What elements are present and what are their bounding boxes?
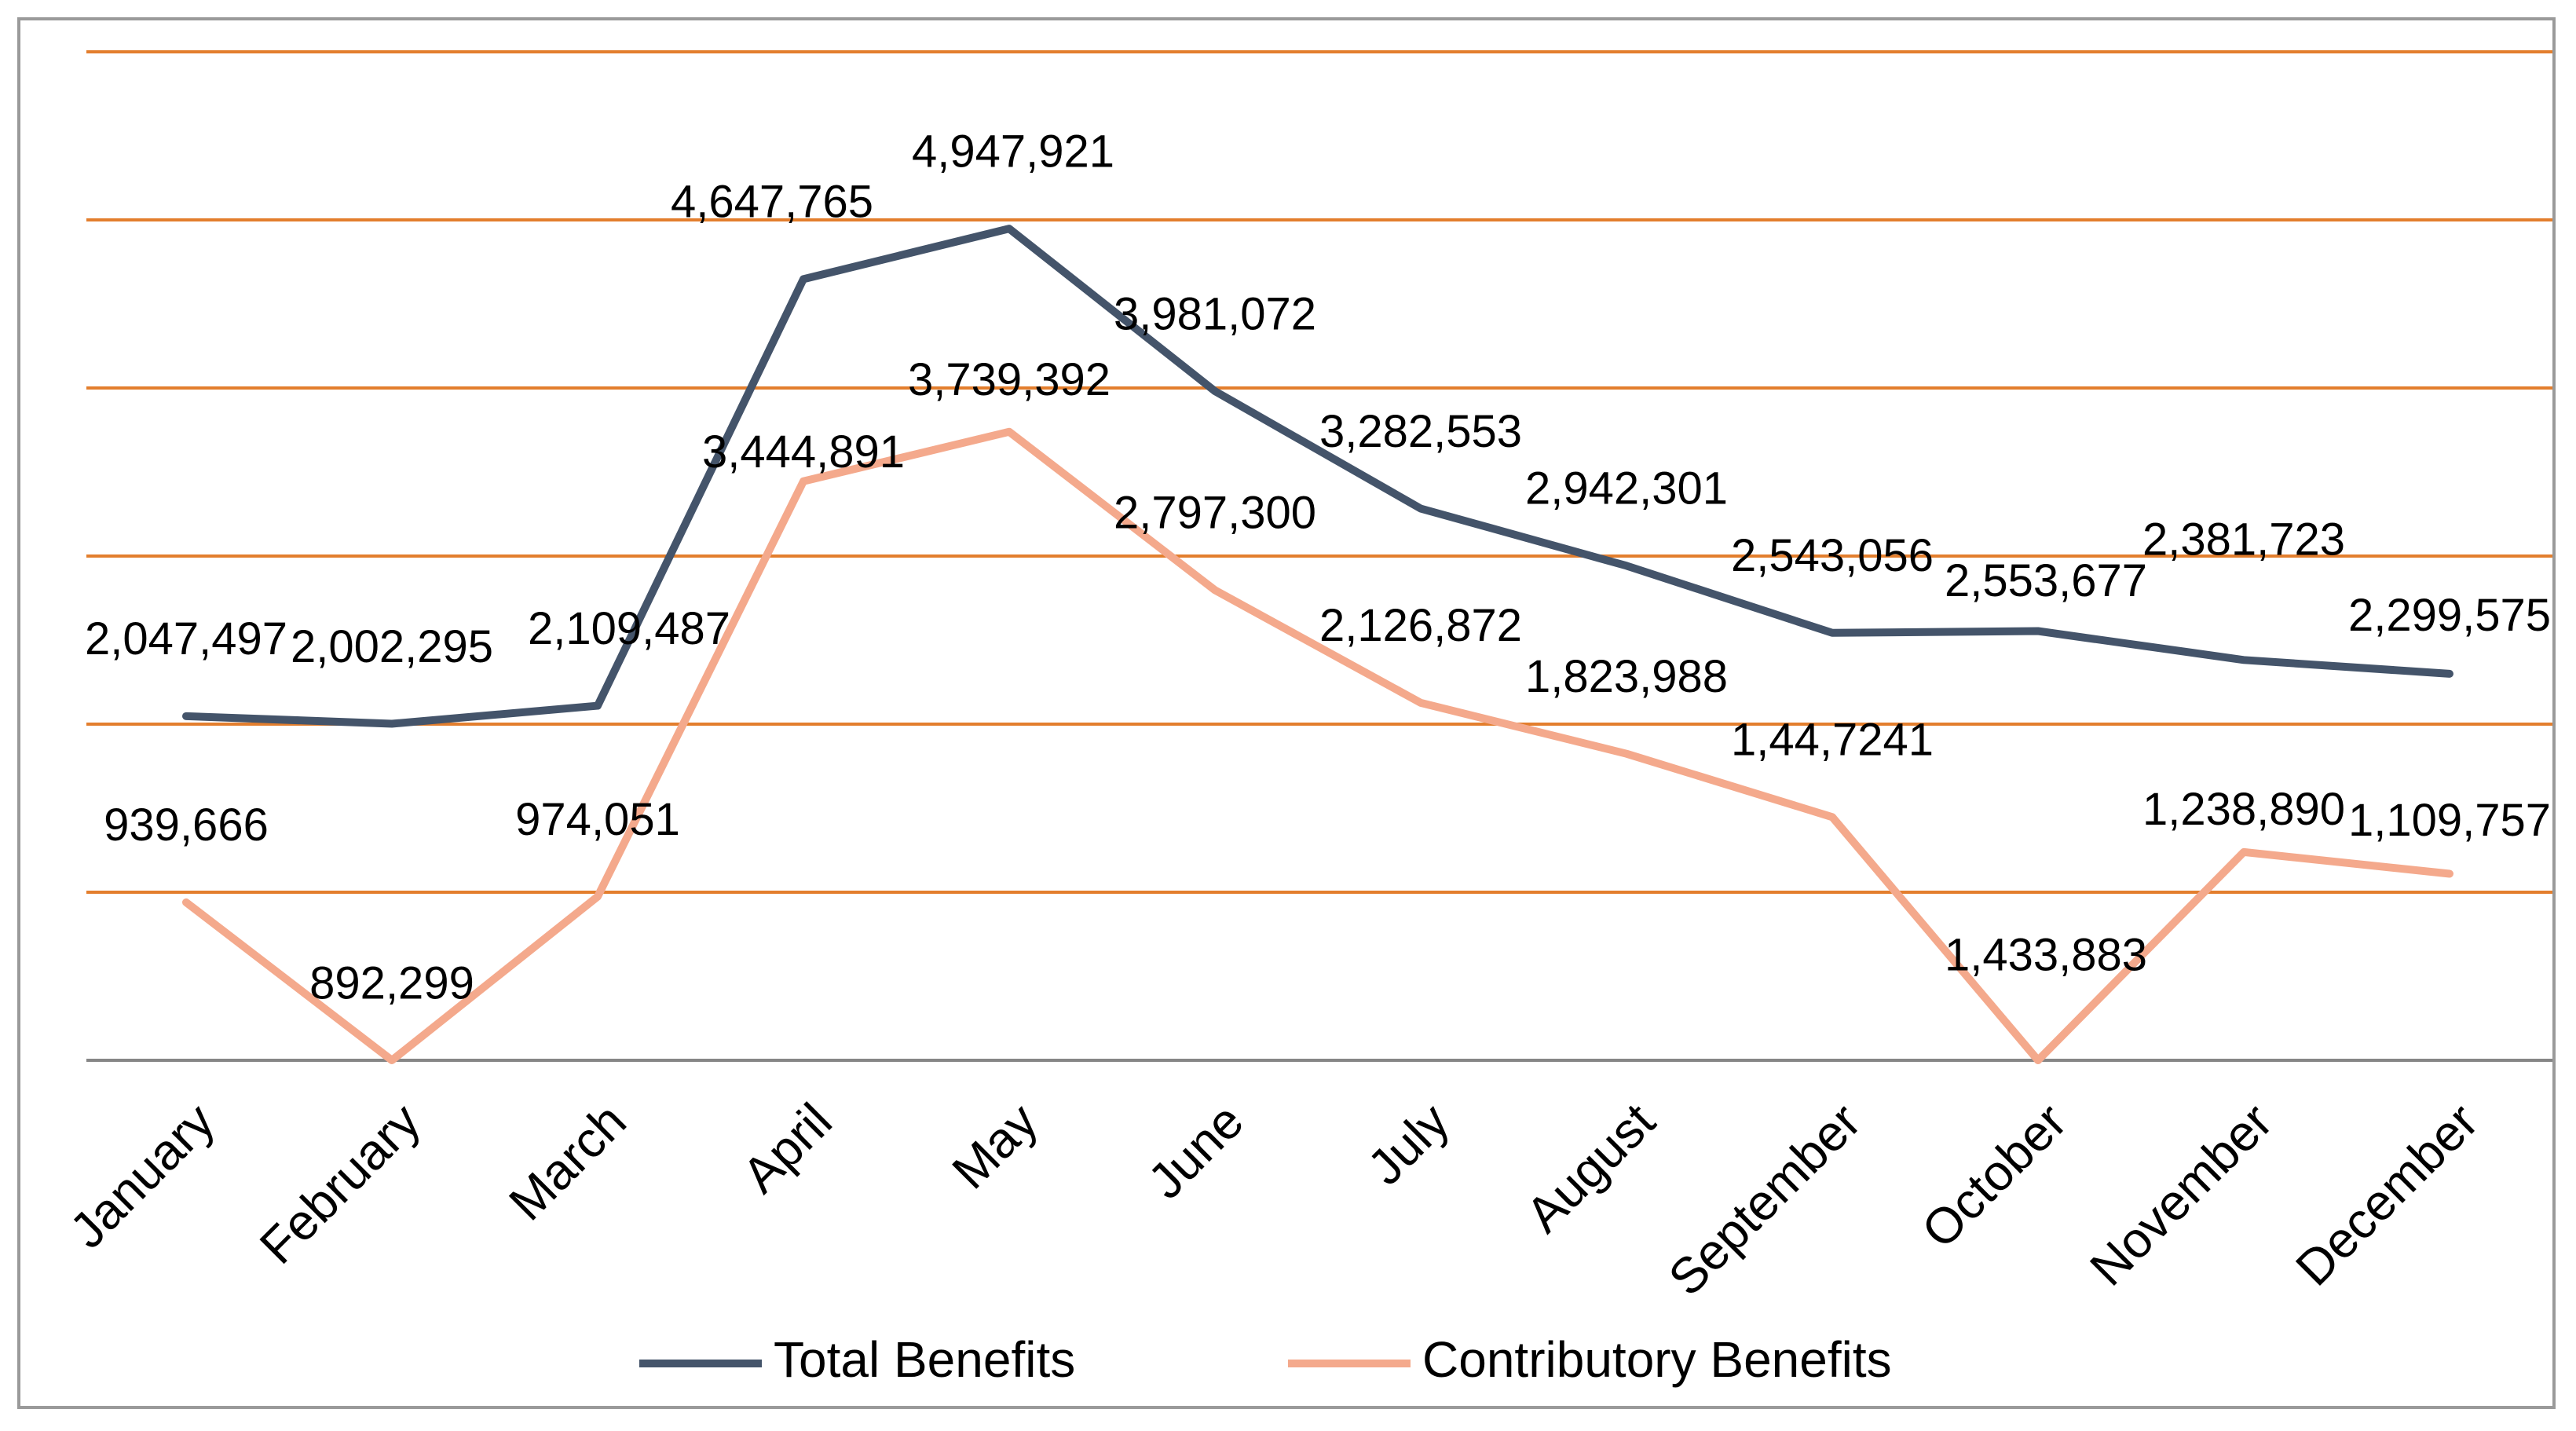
data-label: 2,381,723 (2142, 514, 2345, 565)
x-axis-ticks: January February March April May June July Augu… (59, 1092, 2489, 1306)
data-label: 1,44,7241 (1731, 715, 1934, 766)
chart-frame: 2,047,497 2,002,295 2,109,487 4,647,765 4,94… (17, 17, 2556, 1409)
series-line-contributory-benefits (182, 427, 2453, 1064)
x-tick-label: April (731, 1092, 842, 1203)
x-tick-label: March (498, 1092, 637, 1232)
data-label: 2,299,575 (2348, 590, 2551, 641)
gridlines (86, 50, 2552, 1062)
data-label: 2,109,487 (528, 603, 730, 654)
legend-label: Total Benefits (774, 1331, 1075, 1388)
line-chart: 2,047,497 2,002,295 2,109,487 4,647,765 4,94… (59, 50, 2552, 1388)
series-line-total-benefits (182, 225, 2453, 728)
data-label: 974,051 (515, 794, 680, 845)
data-label: 1,109,757 (2348, 795, 2551, 846)
data-label: 2,543,056 (1731, 530, 1934, 581)
data-label: 892,299 (309, 957, 474, 1008)
data-label: 2,553,677 (1945, 555, 2147, 606)
legend: Total Benefits Contributory Benefits (639, 1331, 1892, 1388)
data-label: 4,647,765 (671, 177, 873, 228)
x-tick-label: February (249, 1092, 431, 1275)
data-label: 4,947,921 (912, 126, 1114, 177)
data-label: 3,981,072 (1114, 288, 1316, 339)
data-label: 2,942,301 (1525, 463, 1728, 514)
series-lines (182, 225, 2453, 1064)
legend-label: Contributory Benefits (1422, 1331, 1892, 1388)
x-tick-label: September (1658, 1092, 1872, 1306)
data-label: 2,002,295 (291, 621, 493, 672)
data-label: 1,238,890 (2142, 784, 2345, 835)
x-tick-label: July (1356, 1092, 1459, 1195)
data-label: 3,739,392 (908, 354, 1111, 405)
data-label: 2,047,497 (85, 613, 287, 664)
data-label: 3,444,891 (702, 426, 905, 478)
x-tick-label: October (1911, 1092, 2077, 1259)
data-labels: 2,047,497 2,002,295 2,109,487 4,647,765 4,94… (85, 126, 2551, 1008)
x-tick-label: May (941, 1092, 1048, 1199)
data-label: 1,433,883 (1945, 929, 2147, 980)
data-label: 1,823,988 (1525, 651, 1728, 702)
data-label: 939,666 (104, 800, 269, 851)
x-tick-label: January (59, 1092, 225, 1259)
x-tick-label: December (2285, 1092, 2489, 1297)
x-tick-label: June (1137, 1092, 1254, 1210)
data-label: 2,126,872 (1319, 600, 1522, 651)
data-label: 2,797,300 (1114, 488, 1316, 539)
x-tick-label: August (1515, 1092, 1666, 1243)
data-label: 3,282,553 (1319, 406, 1522, 457)
x-tick-label: November (2079, 1092, 2283, 1297)
